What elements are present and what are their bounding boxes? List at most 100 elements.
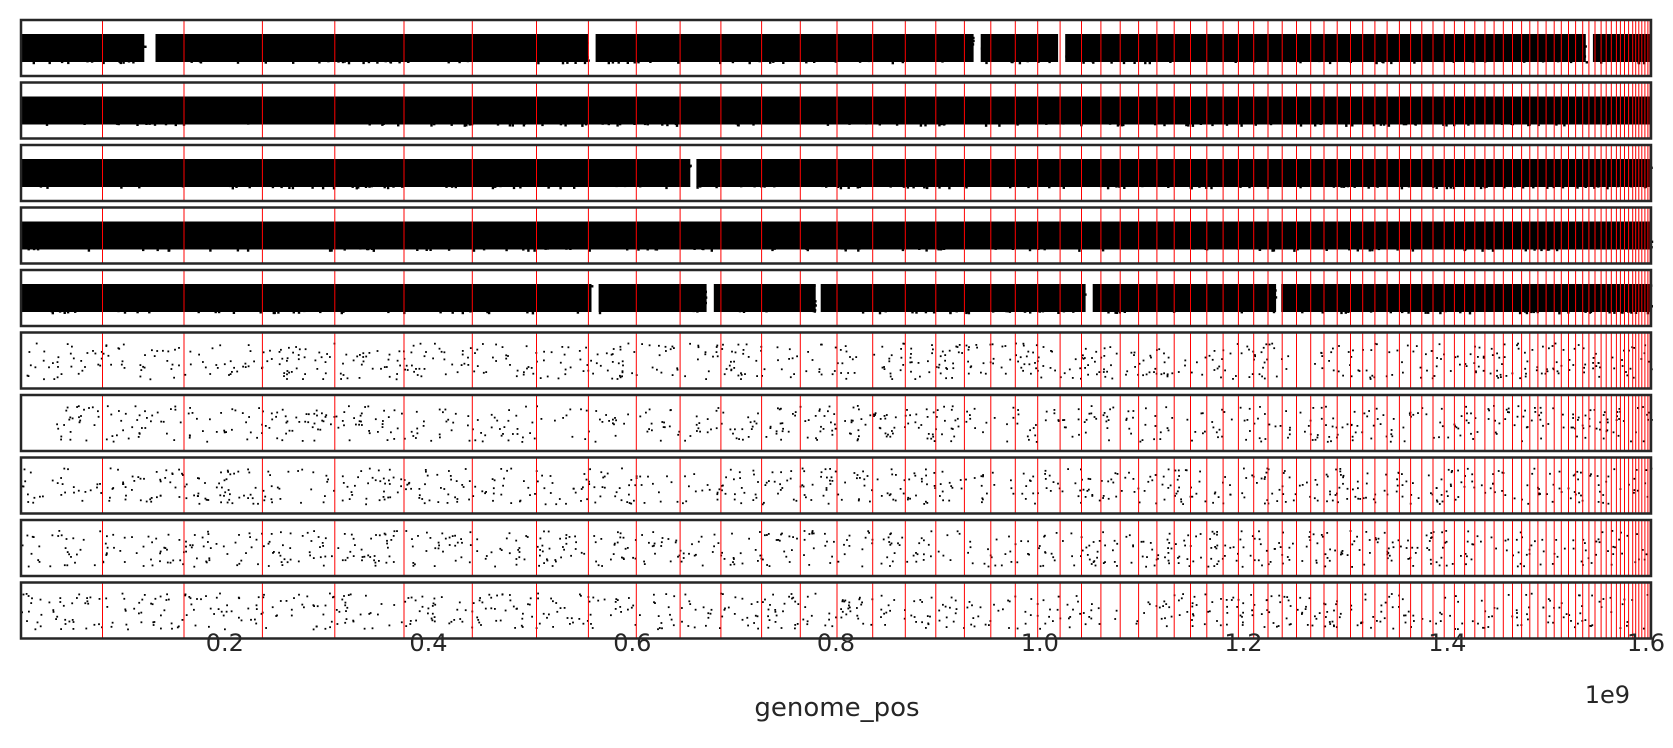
data-point [701,38,704,41]
data-point [1381,60,1384,63]
panel-frame [19,143,1653,203]
data-point [63,55,67,59]
data-point [832,172,835,175]
data-point [1333,57,1337,60]
data-point [78,59,82,62]
data-point [41,179,44,182]
data-point [1161,47,1165,51]
data-point [487,181,490,184]
data-point [1200,114,1204,118]
data-point [814,49,817,52]
data-point [1429,115,1432,118]
data-point [588,249,591,252]
data-point [1410,159,1414,163]
data-point [1101,179,1105,182]
data-point [1270,49,1273,52]
data-point [162,116,165,120]
data-point [1394,50,1397,53]
data-point [1423,39,1426,43]
data-point [1590,109,1593,112]
data-point [1397,40,1400,44]
data-point [1234,178,1237,181]
data-point [1260,107,1263,110]
data-point [617,61,620,64]
data-point [129,46,133,49]
data-point [1209,46,1213,49]
data-point [930,52,933,55]
data-point [846,118,849,122]
data-point [110,109,113,112]
data-point [1568,41,1571,45]
data-point [330,180,333,184]
data-point [544,247,547,250]
data-point [1296,241,1300,245]
data-point [757,170,760,173]
data-point [452,233,456,236]
data-point [841,40,844,43]
data-point [122,121,126,124]
data-point [1073,231,1076,234]
data-point [805,102,809,106]
data-point [1297,58,1300,61]
data-point [912,178,915,181]
data-point [1004,179,1007,182]
data-point [914,111,917,114]
data-point [1572,234,1575,237]
data-point [1616,175,1620,178]
data-point [220,168,223,171]
data-point [1580,171,1584,175]
data-point [821,101,824,104]
data-point [927,161,930,164]
data-point [569,182,573,185]
data-point [361,241,365,245]
data-point [1048,60,1051,64]
data-point [1183,102,1186,105]
data-point [766,41,769,44]
data-point [585,120,588,124]
data-point [1365,245,1368,248]
data-point [1597,236,1600,240]
data-point [1184,164,1187,167]
data-point [1318,59,1321,63]
data-point [1410,109,1413,112]
data-point [287,99,291,102]
data-point [1183,166,1186,169]
data-point [1565,40,1568,43]
data-point [1044,159,1047,162]
data-point [1338,170,1341,173]
data-point [281,50,284,54]
data-point [585,168,588,171]
data-point [493,36,496,39]
data-point [1114,117,1117,121]
data-point [546,235,549,238]
data-point [350,169,353,173]
data-point [200,172,204,175]
data-point [654,170,657,173]
data-point [1246,96,1249,99]
data-point [773,107,777,111]
data-point [395,173,398,176]
data-point [1433,39,1436,42]
data-point [1411,234,1414,237]
data-point [1051,50,1054,53]
data-point [458,163,461,166]
data-point [1012,109,1015,113]
data-point [1260,56,1263,59]
data-point [1076,182,1079,185]
data-point [938,186,941,189]
data-point [36,47,39,50]
data-point [1139,164,1143,167]
data-point [209,226,212,229]
data-point [608,228,612,231]
data-point [954,169,957,173]
data-point [865,34,869,37]
data-point [1441,59,1444,63]
data-point [853,110,857,113]
data-point [697,178,700,182]
data-point [368,232,372,235]
data-point [362,245,365,248]
data-point [595,184,599,187]
data-point [249,41,252,44]
data-point [824,98,827,102]
data-point [655,161,658,164]
